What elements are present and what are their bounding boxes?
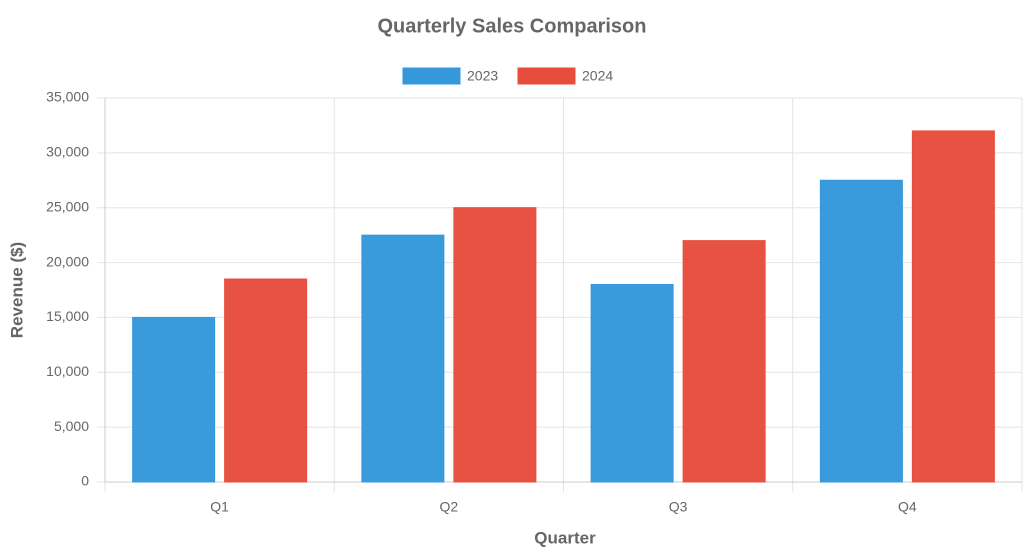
legend-swatch[interactable] [402,67,461,85]
bar [911,130,995,483]
y-tick-label: 5,000 [54,418,89,434]
y-tick-label: 30,000 [46,144,89,160]
bar [819,179,903,483]
legend-swatch[interactable] [517,67,576,85]
x-tick-label: Q2 [440,499,459,515]
bar [224,278,308,483]
chart-title: Quarterly Sales Comparison [378,15,647,37]
y-axis-title: Revenue ($) [7,242,26,338]
legend-label[interactable]: 2023 [467,68,498,84]
bar [361,234,445,483]
x-tick-label: Q4 [898,499,917,515]
bar [453,207,537,483]
y-tick-label: 35,000 [46,89,89,105]
bar [682,240,766,483]
y-tick-label: 10,000 [46,363,89,379]
y-tick-label: 25,000 [46,198,89,214]
y-tick-label: 20,000 [46,253,89,269]
x-tick-label: Q3 [669,499,688,515]
x-axis-title: Quarter [534,528,596,547]
y-tick-label: 0 [81,473,89,489]
y-tick-label: 15,000 [46,308,89,324]
bar [132,316,216,483]
legend-label[interactable]: 2024 [582,68,613,84]
bar [590,284,674,483]
x-tick-label: Q1 [210,499,229,515]
